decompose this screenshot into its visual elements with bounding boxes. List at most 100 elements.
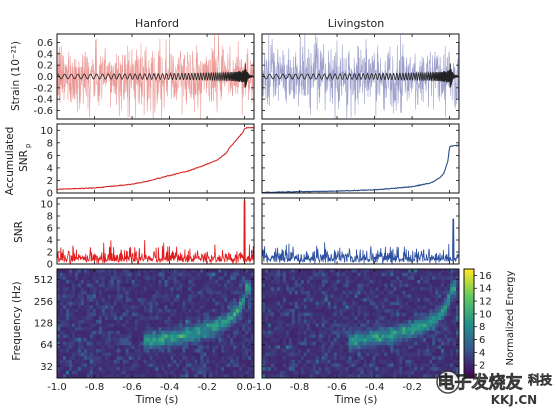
- spectrogram-cell: [450, 338, 454, 343]
- spectrogram-cell: [396, 323, 400, 328]
- spectrogram-cell: [89, 345, 94, 350]
- spectrogram-cell: [83, 374, 88, 378]
- spectrogram-cell: [191, 308, 195, 314]
- spectrogram-cell: [170, 319, 174, 325]
- spectrogram-cell: [176, 283, 180, 288]
- spectrogram-cell: [101, 359, 106, 365]
- spectrogram-cell: [161, 356, 166, 361]
- spectrogram-cell: [101, 316, 106, 321]
- spectrogram-cell: [59, 352, 64, 357]
- spectrogram-cell: [324, 279, 329, 285]
- spectrogram-cell: [279, 327, 284, 332]
- spectrogram-cell: [348, 370, 353, 375]
- ytick-label: 0.4: [37, 49, 53, 60]
- spectrogram-cell: [158, 312, 163, 317]
- spectrogram-cell: [450, 287, 454, 292]
- spectrogram-cell: [251, 301, 254, 306]
- spectrogram-cell: [336, 308, 341, 314]
- spectrogram-cell: [312, 319, 317, 325]
- spectrogram-cell: [116, 352, 121, 357]
- spectrogram-cell: [137, 305, 142, 310]
- spectrogram-cell: [215, 319, 219, 325]
- spectrogram-cell: [197, 345, 201, 350]
- spectrogram-cell: [330, 323, 335, 328]
- spectrogram-cell: [262, 334, 266, 339]
- spectrogram-cell: [357, 312, 362, 317]
- spectrogram-cell: [89, 308, 94, 314]
- spectrogram-cell: [191, 287, 195, 292]
- spectrogram-cell: [423, 305, 427, 310]
- spectrogram-cell: [396, 348, 400, 354]
- spectrogram-cell: [92, 330, 97, 335]
- spectrogram-cell: [227, 370, 231, 375]
- spectrogram-cell: [146, 341, 151, 346]
- spectrogram-cell: [242, 272, 246, 277]
- spectrogram-cell: [312, 367, 317, 372]
- spectrogram-cell: [77, 312, 82, 317]
- spectrogram-cell: [149, 305, 154, 310]
- spectrogram-cell: [450, 334, 454, 339]
- spectrogram-cell: [224, 319, 228, 325]
- spectrogram-cell: [273, 305, 278, 310]
- spectrogram-cell: [264, 316, 269, 321]
- spectrogram-cell: [74, 356, 79, 361]
- spectrogram-cell: [339, 294, 344, 299]
- spectrogram-cell: [65, 348, 70, 354]
- spectrogram-cell: [143, 338, 148, 343]
- spectrogram-cell: [59, 356, 64, 361]
- spectrogram-cell: [221, 323, 225, 328]
- spectrogram-cell: [285, 272, 290, 277]
- spectrogram-cell: [312, 356, 317, 361]
- spectrogram-cell: [423, 367, 427, 372]
- spectrogram-cell: [276, 276, 281, 281]
- spectrogram-cell: [104, 279, 109, 285]
- spectrogram-cell: [57, 312, 61, 317]
- spectrogram-cell: [107, 305, 112, 310]
- spectrogram-cell: [294, 348, 299, 354]
- spectrogram-cell: [420, 298, 424, 303]
- spectrogram-cell: [167, 363, 172, 368]
- spectrogram-cell: [119, 323, 124, 328]
- colorbar-swatch: [464, 290, 474, 294]
- spectrogram-cell: [245, 287, 249, 292]
- spectrogram-cell: [423, 338, 427, 343]
- spectrogram-cell: [101, 338, 106, 343]
- spectrogram-cell: [221, 316, 225, 321]
- spectrogram-cell: [113, 298, 118, 303]
- spectrogram-cell: [276, 283, 281, 288]
- spectrogram-cell: [224, 341, 228, 346]
- spectrogram-cell: [408, 334, 412, 339]
- spectrogram-cell: [215, 356, 219, 361]
- spectrogram-cell: [77, 348, 82, 354]
- spectrogram-cell: [282, 367, 287, 372]
- spectrogram-cell: [152, 312, 157, 317]
- spectrogram-cell: [363, 272, 368, 277]
- spectrogram-cell: [390, 341, 394, 346]
- spectrogram-cell: [429, 294, 433, 299]
- spectrogram-cell: [309, 269, 314, 274]
- spectrogram-cell: [348, 279, 353, 285]
- spectrogram-cell: [77, 330, 82, 335]
- spectrogram-cell: [432, 359, 436, 365]
- spectrogram-cell: [143, 279, 148, 285]
- spectrogram-cell: [227, 316, 231, 321]
- spectrogram-cell: [86, 276, 91, 281]
- spectrogram-cell: [441, 283, 445, 288]
- spectrogram-cell: [83, 319, 88, 325]
- spectrogram-cell: [270, 316, 275, 321]
- spectrogram-cell: [426, 312, 430, 317]
- spectrogram-cell: [155, 276, 160, 281]
- spectrogram-cell: [369, 294, 374, 299]
- spectrogram-cell: [224, 294, 228, 299]
- spectrogram-cell: [354, 345, 359, 350]
- spectrogram-cell: [369, 301, 374, 306]
- spectrogram-cell: [333, 374, 338, 378]
- spectrogram-cell: [164, 301, 169, 306]
- spectrogram-cell: [239, 294, 243, 299]
- spectrogram-cell: [77, 359, 82, 365]
- spectrogram-cell: [393, 323, 397, 328]
- spectrogram-cell: [441, 338, 445, 343]
- spectrogram-cell: [450, 301, 454, 306]
- spectrogram-cell: [300, 316, 305, 321]
- spectrogram-cell: [218, 269, 222, 274]
